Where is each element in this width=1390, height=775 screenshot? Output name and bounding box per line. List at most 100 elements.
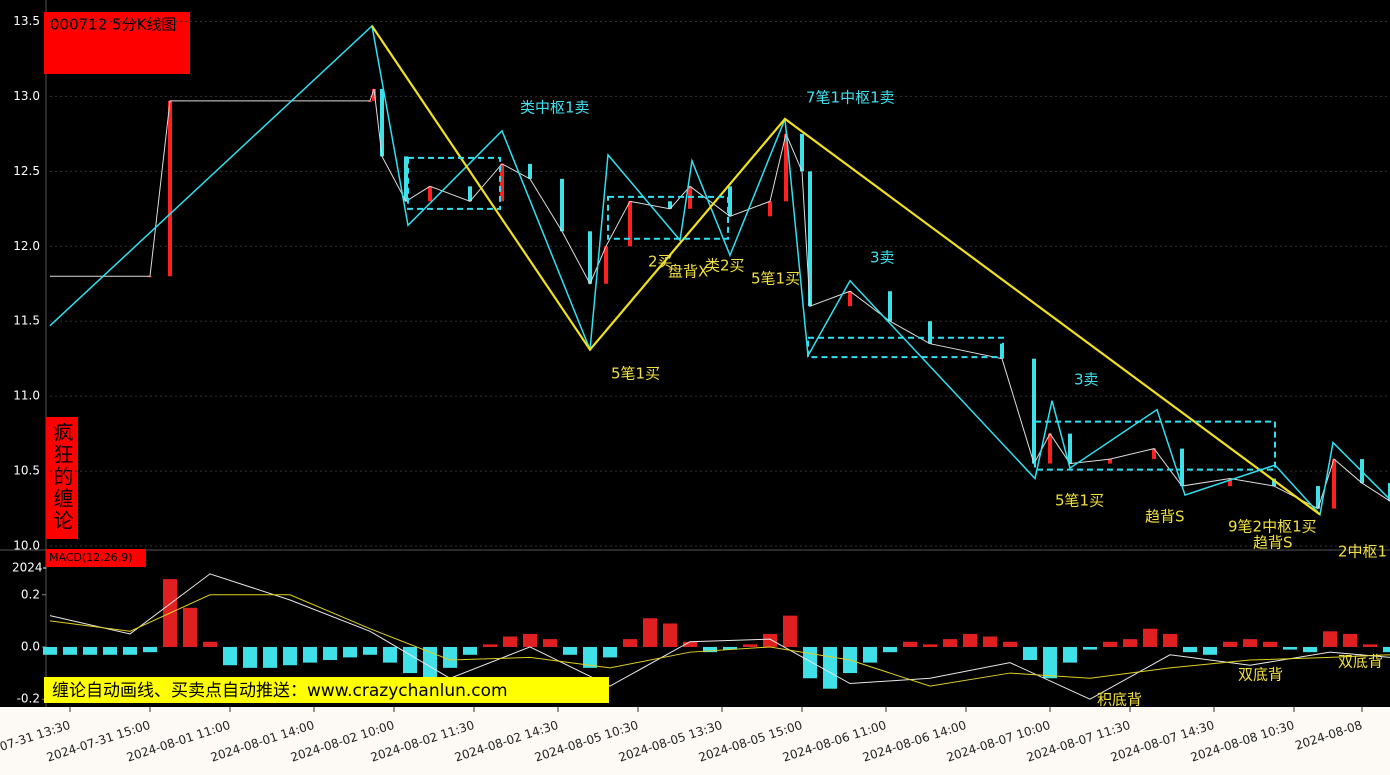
- y-tick-label: 0.2: [21, 587, 40, 601]
- y-tick-label: -0.2: [17, 692, 40, 706]
- annotation: 2买: [648, 253, 673, 271]
- macd-bar: [863, 646, 877, 663]
- annotation: 5笔1买: [1055, 492, 1104, 510]
- annotation: 7笔1中枢1卖: [806, 89, 895, 107]
- candle: [372, 88, 376, 101]
- macd-bar: [63, 646, 77, 655]
- candle: [1152, 448, 1156, 460]
- candle: [1108, 459, 1112, 464]
- macd-bar: [1083, 646, 1097, 650]
- annotation: 积底背: [1097, 691, 1142, 709]
- y-tick-label: 11.0: [13, 389, 40, 403]
- macd-bar: [1103, 641, 1117, 647]
- macd-bar: [243, 646, 257, 668]
- macd-bar: [1343, 633, 1357, 647]
- candle: [428, 186, 432, 202]
- macd-bar: [1063, 646, 1077, 663]
- macd-bar: [1363, 644, 1377, 647]
- macd-bar: [803, 646, 817, 679]
- macd-bar: [203, 641, 217, 647]
- chart-title: 000712 5分K线图: [50, 16, 176, 34]
- candle: [1000, 343, 1004, 359]
- macd-bar: [1123, 639, 1137, 647]
- macd-bar: [103, 646, 117, 655]
- candle: [768, 201, 772, 217]
- candle: [1228, 478, 1232, 487]
- macd-bar: [643, 618, 657, 647]
- macd-bar: [483, 644, 497, 647]
- macd-bar: [743, 644, 757, 647]
- y-tick-label: 0.0: [21, 639, 40, 653]
- macd-bar: [183, 607, 197, 647]
- y-tick-label: 13.5: [13, 14, 40, 28]
- annotation: 9笔2中枢1买: [1228, 518, 1317, 536]
- close-line: [50, 88, 1390, 510]
- candle: [1332, 459, 1336, 509]
- title-box: [44, 12, 190, 74]
- y-tick-label: 10.0: [13, 539, 40, 553]
- macd-bar: [283, 646, 297, 666]
- macd-bar: [523, 633, 537, 647]
- macd-bar: [1303, 646, 1317, 653]
- candle: [560, 178, 564, 232]
- macd-title: MACD(12,26,9): [49, 551, 133, 564]
- macd-bar: [303, 646, 317, 663]
- macd-bar: [1043, 646, 1057, 679]
- candle: [168, 100, 172, 277]
- macd-bar: [983, 636, 997, 647]
- candle: [404, 156, 408, 202]
- macd-bar: [423, 646, 437, 679]
- x-axis-strip: [0, 707, 1390, 775]
- candle: [784, 133, 788, 202]
- macd-bar: [1263, 641, 1277, 647]
- candle: [1032, 358, 1036, 464]
- candle: [380, 88, 384, 157]
- macd-bar: [723, 646, 737, 650]
- candle: [808, 171, 812, 307]
- annotation: 双底背: [1238, 666, 1283, 684]
- macd-bar: [1383, 646, 1390, 653]
- macd-bar: [583, 646, 597, 668]
- macd-bar: [443, 646, 457, 668]
- macd-bar: [543, 639, 557, 647]
- macd-bar: [1183, 646, 1197, 653]
- candle: [888, 291, 892, 322]
- macd-bar: [1223, 641, 1237, 647]
- y-tick-label: 12.5: [13, 164, 40, 178]
- candle: [1048, 433, 1052, 464]
- macd-bar: [1003, 641, 1017, 647]
- pivot-box: [407, 156, 501, 210]
- candle: [468, 186, 472, 202]
- candle: [1272, 478, 1276, 487]
- macd-bar: [143, 646, 157, 653]
- candle: [528, 163, 532, 179]
- macd-bar: [683, 641, 697, 647]
- annotation: 盘背X: [668, 263, 708, 281]
- pivot-box: [807, 336, 1004, 359]
- macd-title-box: [46, 549, 146, 567]
- macd-bar: [1203, 646, 1217, 655]
- annotation: 3卖: [1074, 371, 1099, 389]
- candle: [668, 201, 672, 209]
- y-tick-label: 10.5: [13, 464, 40, 478]
- macd-bar: [903, 641, 917, 647]
- annotation: 3卖: [870, 249, 895, 267]
- macd-bar: [1143, 628, 1157, 647]
- candle: [1180, 448, 1184, 487]
- macd-bar: [783, 615, 797, 647]
- candle: [800, 133, 804, 172]
- y-tick-label: 11.5: [13, 314, 40, 328]
- macd-bar: [763, 633, 777, 647]
- macd-bar: [1243, 639, 1257, 647]
- dea-line: [49, 594, 1390, 687]
- candle: [604, 246, 608, 284]
- macd-bar: [263, 646, 277, 668]
- macd-bar: [83, 646, 97, 655]
- candle: [1316, 486, 1320, 509]
- macd-bar: [1163, 633, 1177, 647]
- segment-line: [371, 25, 1321, 516]
- macd-bar: [43, 646, 57, 655]
- macd-bar: [323, 646, 337, 661]
- macd-bar: [603, 646, 617, 658]
